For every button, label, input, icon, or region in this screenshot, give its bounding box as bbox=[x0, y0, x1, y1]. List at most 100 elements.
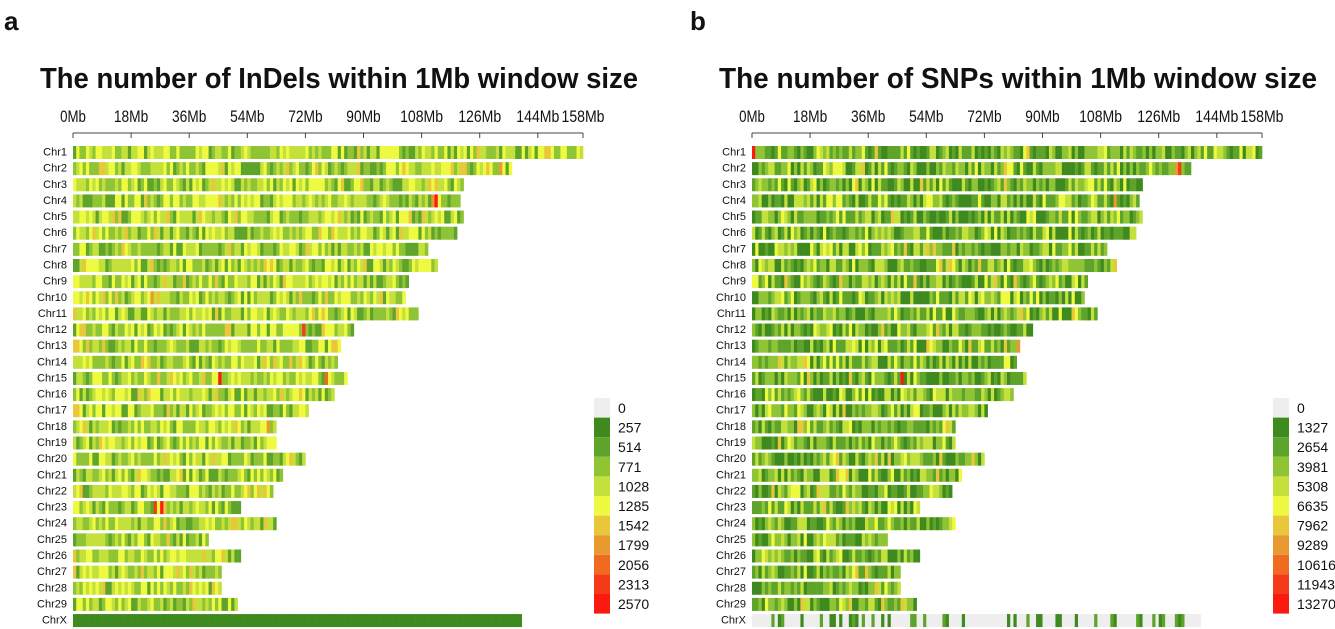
density-bin bbox=[768, 339, 772, 353]
density-bin bbox=[260, 371, 264, 385]
density-bin bbox=[247, 307, 251, 321]
density-bin bbox=[357, 146, 361, 159]
density-bin bbox=[305, 614, 309, 628]
density-bin bbox=[965, 194, 969, 208]
density-bin bbox=[392, 194, 397, 208]
density-bin bbox=[121, 339, 125, 353]
density-bin bbox=[395, 178, 400, 192]
density-bin bbox=[218, 291, 222, 305]
density-bin bbox=[318, 307, 322, 321]
density-bin bbox=[266, 162, 271, 176]
density-bin bbox=[1000, 194, 1005, 208]
density-bin bbox=[153, 162, 158, 176]
density-bin bbox=[179, 162, 184, 176]
density-bin bbox=[787, 388, 792, 402]
density-bin bbox=[253, 339, 258, 353]
density-bin bbox=[205, 371, 209, 385]
density-bin bbox=[250, 420, 255, 434]
density-bin bbox=[250, 323, 255, 337]
density-bin bbox=[321, 242, 326, 256]
density-bin bbox=[1084, 178, 1088, 192]
density-bin bbox=[768, 162, 772, 176]
density-bin bbox=[923, 468, 927, 482]
density-bin bbox=[939, 226, 943, 240]
density-bin bbox=[1003, 339, 1008, 353]
density-bin bbox=[819, 484, 824, 498]
density-bin bbox=[82, 614, 87, 628]
density-bin bbox=[913, 291, 917, 305]
chromosome-label: Chr9 bbox=[43, 276, 67, 288]
density-bin bbox=[295, 242, 300, 256]
density-bin bbox=[315, 226, 319, 240]
density-bin bbox=[102, 533, 106, 547]
density-bin bbox=[981, 307, 985, 321]
density-bin bbox=[373, 178, 377, 192]
density-bin bbox=[861, 210, 866, 224]
density-bin bbox=[755, 275, 759, 289]
density-bin bbox=[85, 614, 90, 628]
density-bin bbox=[852, 258, 856, 272]
density-bin bbox=[111, 468, 116, 482]
legend-swatch bbox=[594, 574, 610, 594]
density-bin bbox=[227, 146, 232, 159]
density-bin bbox=[305, 371, 309, 385]
density-bin bbox=[173, 291, 177, 305]
density-bin bbox=[82, 339, 87, 353]
density-bin bbox=[977, 291, 982, 305]
density-bin bbox=[926, 275, 930, 289]
density-bin bbox=[981, 242, 985, 256]
density-bin bbox=[884, 404, 888, 418]
density-bin bbox=[76, 355, 80, 369]
density-bin bbox=[1084, 162, 1088, 176]
density-bin bbox=[923, 226, 927, 240]
density-bin bbox=[819, 258, 824, 272]
density-bin bbox=[1016, 307, 1021, 321]
density-bin bbox=[334, 210, 338, 224]
density-bin bbox=[156, 226, 161, 240]
density-bin bbox=[121, 242, 125, 256]
density-bin bbox=[968, 146, 972, 159]
density-bin bbox=[842, 242, 846, 256]
density-bin bbox=[1010, 226, 1014, 240]
density-bin bbox=[906, 404, 911, 418]
density-bin bbox=[784, 194, 788, 208]
density-bin bbox=[73, 614, 77, 628]
density-bin bbox=[266, 307, 271, 321]
density-bin bbox=[202, 388, 206, 402]
density-bin bbox=[208, 146, 213, 159]
density-bin bbox=[227, 468, 232, 482]
density-bin bbox=[881, 242, 885, 256]
density-bin bbox=[105, 614, 109, 628]
density-bin bbox=[910, 194, 914, 208]
density-bin bbox=[182, 339, 187, 353]
density-bin bbox=[321, 210, 326, 224]
density-bin bbox=[810, 452, 814, 466]
density-bin bbox=[134, 468, 138, 482]
density-bin bbox=[768, 452, 772, 466]
density-bin bbox=[253, 614, 258, 628]
density-bin bbox=[295, 258, 300, 272]
density-bin bbox=[977, 339, 982, 353]
density-bin bbox=[253, 436, 258, 450]
density-bin bbox=[260, 355, 264, 369]
density-bin bbox=[994, 242, 998, 256]
density-bin bbox=[324, 146, 329, 159]
density-bin bbox=[1039, 146, 1043, 159]
density-bin bbox=[900, 388, 905, 402]
density-bin bbox=[803, 388, 808, 402]
density-bin bbox=[373, 242, 377, 256]
density-bin bbox=[839, 307, 843, 321]
density-bin bbox=[764, 339, 769, 353]
density-bin bbox=[781, 339, 785, 353]
density-bin bbox=[169, 258, 174, 272]
density-bin bbox=[195, 146, 200, 159]
density-bin bbox=[900, 323, 905, 337]
density-bin bbox=[289, 452, 293, 466]
density-bin bbox=[328, 226, 332, 240]
density-bin bbox=[279, 242, 284, 256]
density-bin bbox=[806, 226, 811, 240]
density-bin bbox=[418, 226, 422, 240]
density-bin bbox=[997, 146, 1001, 159]
density-bin bbox=[215, 388, 219, 402]
density-bin bbox=[829, 210, 833, 224]
